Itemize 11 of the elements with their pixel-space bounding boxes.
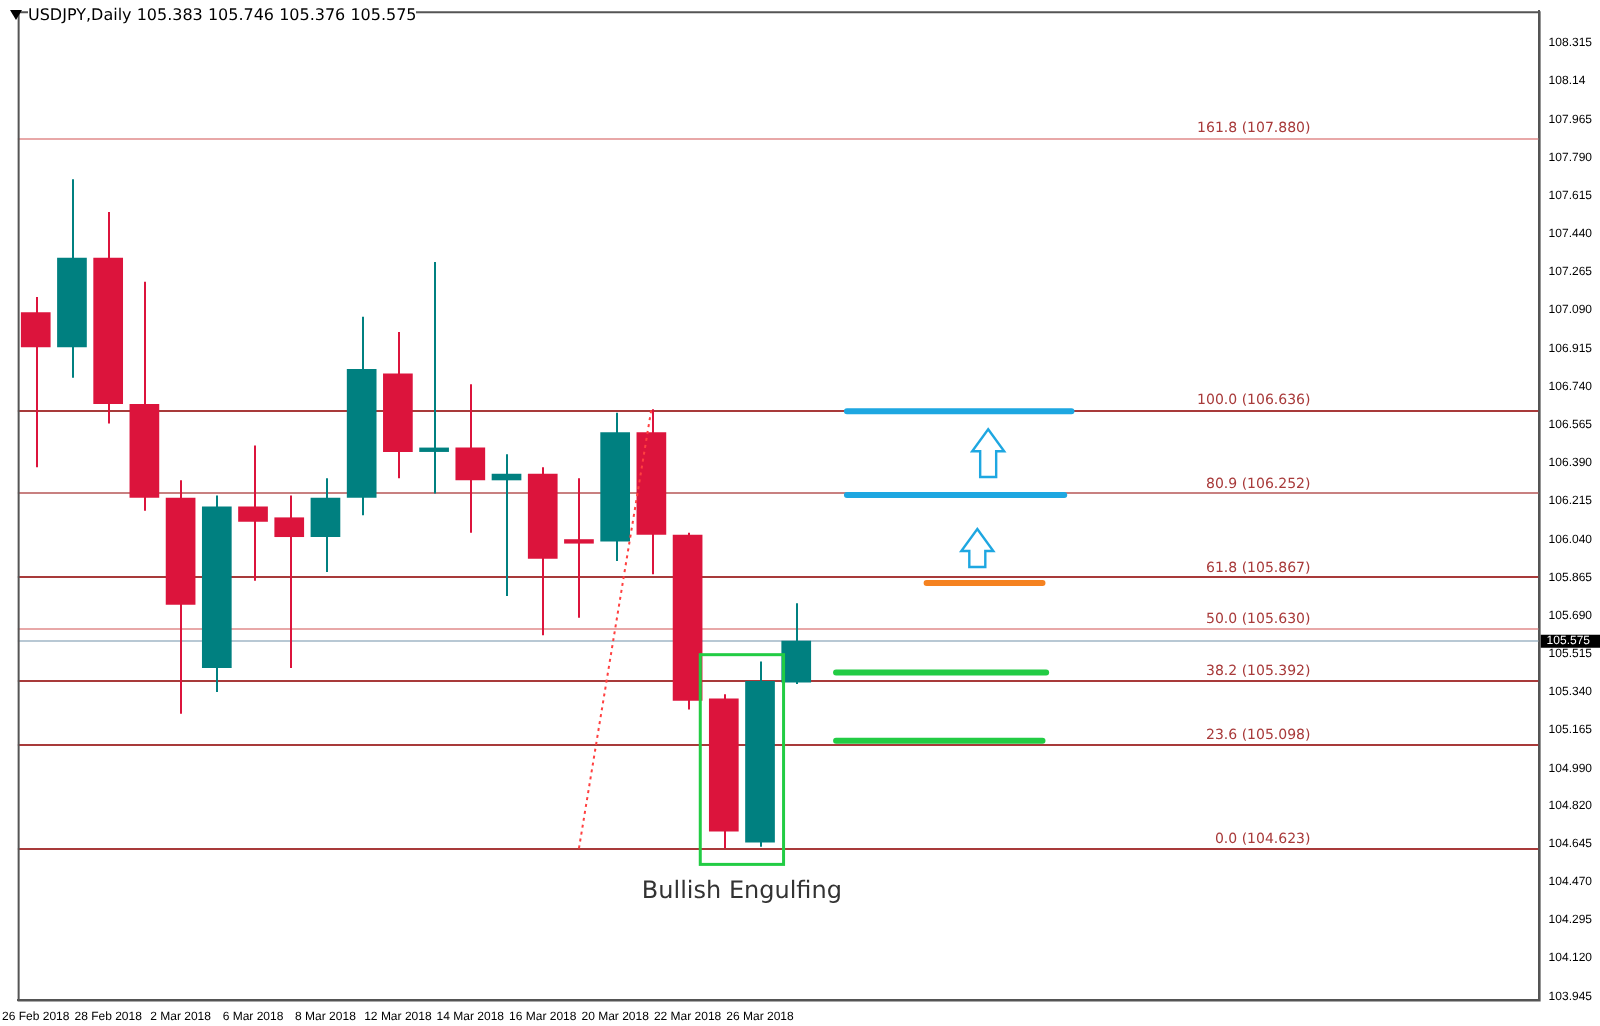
- candlestick: [274, 494, 305, 669]
- annotation: Bullish Engulfing: [641, 876, 842, 905]
- chart-title: USDJPY,Daily 105.383 105.746 105.376 105.575: [28, 6, 417, 24]
- candlestick: [455, 383, 486, 534]
- candlestick: [564, 477, 594, 619]
- candlestick: [238, 444, 268, 582]
- candlestick: [20, 296, 51, 469]
- candlestick: [781, 602, 812, 686]
- candlestick: [310, 477, 341, 573]
- candlestick: [491, 453, 522, 597]
- candlestick: [419, 261, 449, 495]
